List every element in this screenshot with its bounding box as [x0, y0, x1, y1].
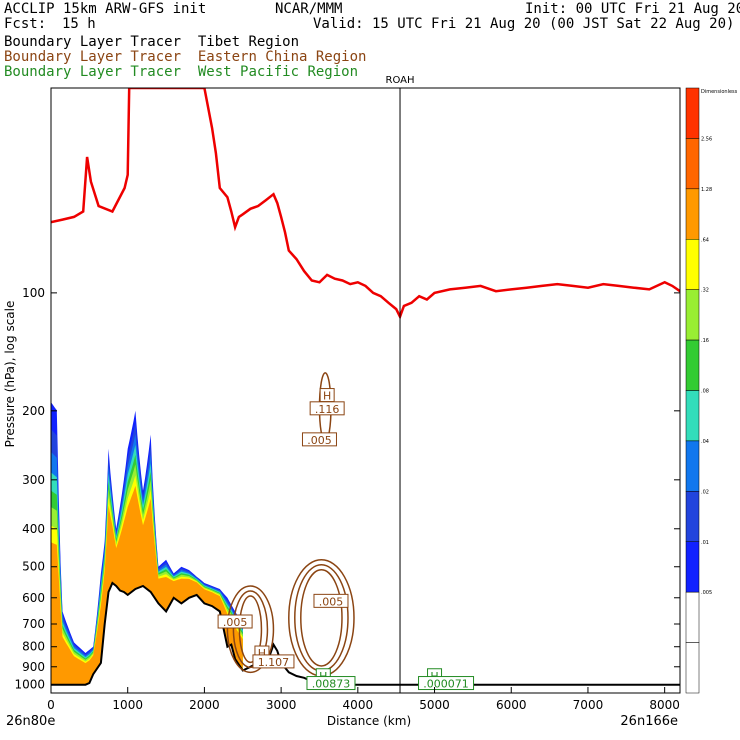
eastern-china-label: .005 — [307, 434, 332, 447]
x-tick-label: 6000 — [496, 698, 527, 712]
y-tick-label: 800 — [22, 640, 45, 654]
eastern-china-label: .005 — [319, 595, 344, 608]
tracer-band-7 — [51, 485, 243, 685]
eastern-china-label: .116 — [315, 403, 340, 416]
eastern-china-label-box — [309, 401, 345, 416]
colorbar-label: 1.28 — [701, 187, 712, 193]
y-tick-label: 200 — [22, 404, 45, 418]
terrain-line — [51, 581, 680, 686]
eastern-china-label: H — [258, 647, 266, 660]
colorbar-label: 2.56 — [701, 136, 712, 142]
colorbar-swatch — [685, 239, 700, 290]
model-title: ACCLIP 15km ARW-GFS init — [4, 1, 207, 17]
eastern-china-contour — [232, 590, 269, 669]
colorbar-label: .32 — [701, 288, 709, 294]
eastern-china-contour — [226, 585, 275, 674]
colorbar: Dimensionless 2.56 1.28 .64 .32 .16 .08 .04 .02.… — [685, 87, 738, 694]
eastern-china-label: .005 — [223, 616, 248, 629]
colorbar-swatch — [685, 289, 700, 341]
colorbar-swatch — [685, 541, 700, 593]
tropopause-line — [51, 88, 680, 320]
x-axis-label: Distance (km) — [327, 714, 411, 728]
x-tick-label: 0 — [47, 698, 55, 712]
eastern-china-contour — [288, 559, 355, 677]
eastern-china-label-box — [301, 432, 337, 447]
eastern-china-contour — [238, 595, 263, 664]
left-endpoint: 26n80e — [6, 714, 55, 729]
colorbar-label: .01 — [701, 540, 709, 546]
colorbar-swatch — [685, 642, 700, 694]
colorbar-label: .04 — [701, 439, 709, 445]
x-tick-label: 5000 — [419, 698, 450, 712]
y-tick-label: 500 — [22, 560, 45, 574]
y-axis-label: Pressure (hPa), log scale — [3, 301, 17, 448]
x-tick-label: 1000 — [112, 698, 143, 712]
plot-frame — [50, 87, 681, 694]
x-tick-label: 3000 — [266, 698, 297, 712]
tropopause-layer — [51, 88, 680, 320]
x-tick-label: 8000 — [649, 698, 680, 712]
valid-time: Valid: 15 UTC Fri 21 Aug 20 (00 JST Sat … — [313, 16, 735, 32]
org-label: NCAR/MMM — [275, 1, 343, 17]
colorbar-title: Dimensionless — [701, 89, 738, 95]
colorbar-swatch — [685, 390, 700, 442]
colorbar-swatch — [685, 339, 700, 391]
eastern-china-contour — [294, 564, 349, 672]
y-tick-label: 700 — [22, 617, 45, 631]
axes: 0 1000 2000 3000 4000 5000 6000 7000 80001002003… — [14, 286, 680, 712]
colorbar-label: .005 — [701, 590, 712, 596]
y-tick-label: 300 — [22, 473, 45, 487]
colorbar-label: .08 — [701, 389, 709, 395]
eastern-china-contour — [300, 569, 343, 667]
y-tick-label: 1000 — [14, 678, 45, 692]
legend-item-west-pacific: Boundary Layer Tracer West Pacific Regio… — [4, 65, 358, 80]
y-tick-label: 100 — [22, 286, 45, 300]
west-pacific-label-box — [306, 676, 356, 691]
colorbar-swatch — [685, 138, 700, 190]
legend-region: West Pacific Region — [197, 64, 359, 80]
colorbar-swatch — [685, 188, 700, 240]
west-pacific-label: .000071 — [423, 678, 469, 691]
colorbar-swatch — [685, 491, 700, 543]
colorbar-swatch — [685, 591, 700, 643]
tibet-tracer-fill — [51, 402, 243, 685]
legend-tracer: Boundary Layer Tracer — [4, 49, 182, 65]
colorbar-swatch — [685, 440, 700, 492]
x-tick-label: 4000 — [343, 698, 374, 712]
west-pacific-label-box — [418, 676, 475, 691]
west-pacific-label: .00873 — [312, 678, 351, 691]
eastern-china-label: 1.107 — [258, 656, 290, 669]
y-tick-label: 400 — [22, 522, 45, 536]
station-label: ROAH — [386, 75, 415, 86]
right-endpoint: 26n166e — [620, 714, 678, 729]
terrain-layer — [51, 581, 680, 686]
y-tick-label: 600 — [22, 591, 45, 605]
eastern-china-label: H — [323, 390, 331, 403]
y-tick-label: 900 — [22, 660, 45, 674]
legend-tracer: Boundary Layer Tracer — [4, 34, 182, 50]
x-tick-label: 2000 — [189, 698, 220, 712]
colorbar-label: .64 — [701, 237, 709, 243]
legend-item-eastern-china: Boundary Layer Tracer Eastern China Regi… — [4, 50, 366, 65]
legend-item-tibet: Boundary Layer Tracer Tibet Region — [4, 35, 299, 50]
colorbar-label: .02 — [701, 489, 709, 495]
x-tick-label: 7000 — [573, 698, 604, 712]
eastern-china-label-box — [217, 614, 253, 629]
colorbar-swatch — [685, 87, 700, 139]
legend-region: Tibet Region — [197, 34, 300, 50]
legend-region: Eastern China Region — [197, 49, 367, 65]
colorbar-label: .16 — [701, 338, 709, 344]
init-time: Init: 00 UTC Fri 21 Aug 20 — [525, 1, 740, 17]
fcst-value: 15 h — [62, 16, 96, 32]
legend-tracer: Boundary Layer Tracer — [4, 64, 182, 80]
eastern-china-label-box — [252, 654, 295, 669]
eastern-china-label-box — [313, 593, 349, 608]
fcst-label: Fcst: — [4, 16, 47, 32]
